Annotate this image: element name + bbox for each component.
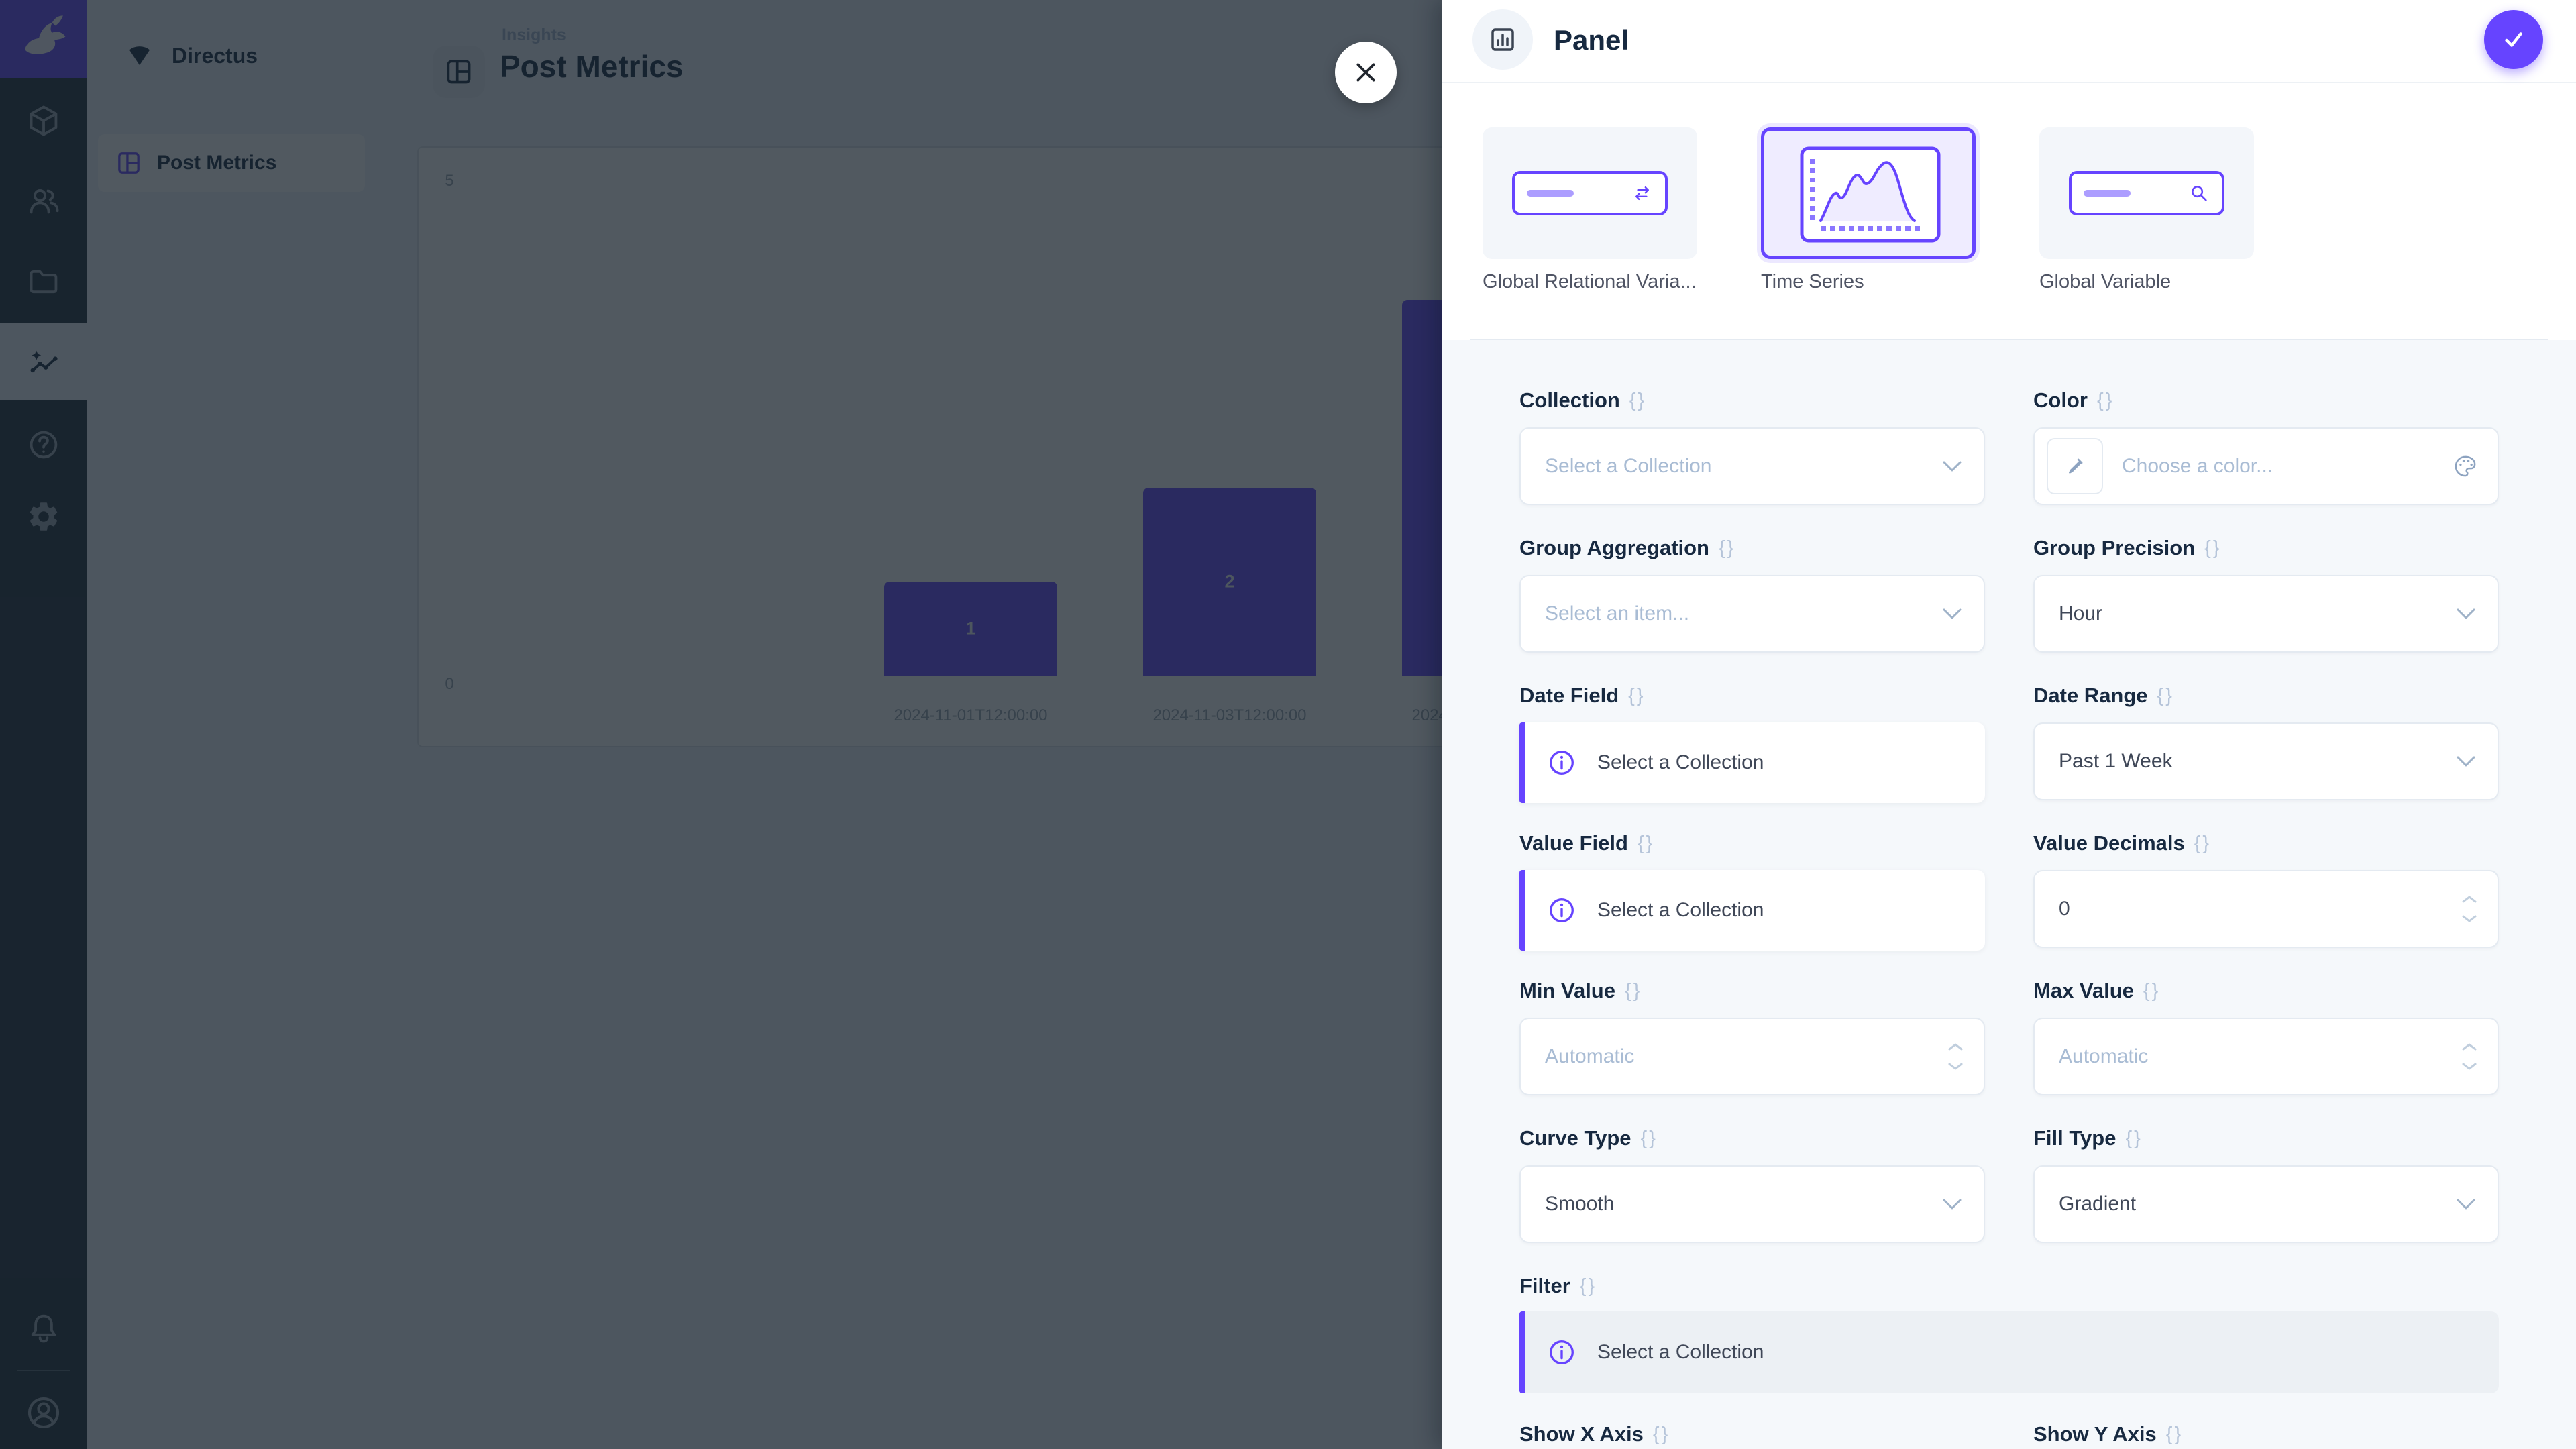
panel-type-global-relational-variable[interactable] xyxy=(1483,127,1697,259)
number-stepper[interactable] xyxy=(1947,1042,1964,1071)
raw-value-icon[interactable]: {} xyxy=(2143,979,2161,1002)
raw-value-icon[interactable]: {} xyxy=(1652,1423,1670,1445)
field-label-curve-type: Curve Type{} xyxy=(1519,1126,1658,1150)
panel-type-time-series[interactable] xyxy=(1761,127,1976,259)
close-icon xyxy=(1353,60,1379,85)
field-label-date-range: Date Range{} xyxy=(2033,684,2174,707)
info-icon xyxy=(1546,1337,1577,1368)
raw-value-icon[interactable]: {} xyxy=(1628,684,1646,706)
max-value-input[interactable]: Automatic xyxy=(2033,1018,2499,1095)
field-label-value-decimals: Value Decimals{} xyxy=(2033,831,2212,855)
drawer-header: Panel xyxy=(1442,0,2576,83)
raw-value-icon[interactable]: {} xyxy=(1629,389,1647,411)
field-label-date-field: Date Field{} xyxy=(1519,684,1646,707)
raw-value-icon[interactable]: {} xyxy=(1719,537,1736,559)
check-icon xyxy=(2498,24,2529,55)
filter-notice: Select a Collection xyxy=(1519,1311,2499,1393)
collection-select[interactable]: Select a Collection xyxy=(1519,427,1985,505)
field-label-color: Color{} xyxy=(2033,388,2114,412)
panel-type-global-variable[interactable] xyxy=(2039,127,2254,259)
panel-editor-drawer: Panel xyxy=(1442,0,2576,1449)
color-swatch-button[interactable] xyxy=(2047,438,2103,494)
field-label-show-x-axis: Show X Axis{} xyxy=(1519,1422,1670,1446)
date-range-select[interactable]: Past 1 Week xyxy=(2033,722,2499,800)
panel-type-label: Global Relational Varia... xyxy=(1483,271,1697,292)
number-stepper[interactable] xyxy=(2461,1042,2477,1071)
field-label-filter: Filter{} xyxy=(1519,1274,1597,1297)
global-variable-illustration xyxy=(2069,171,2224,215)
date-field-notice: Select a Collection xyxy=(1519,722,1985,803)
chevron-down-icon xyxy=(1942,1198,1962,1210)
raw-value-icon[interactable]: {} xyxy=(1637,832,1655,854)
raw-value-icon[interactable]: {} xyxy=(2194,832,2212,854)
info-icon xyxy=(1546,895,1577,926)
magnifier-icon xyxy=(2188,182,2210,204)
chevron-down-icon xyxy=(2456,1198,2476,1210)
field-label-group-precision: Group Precision{} xyxy=(2033,536,2222,559)
chevron-down-icon xyxy=(1942,460,1962,472)
field-label-show-y-axis: Show Y Axis{} xyxy=(2033,1422,2184,1446)
field-label-collection: Collection{} xyxy=(1519,388,1647,412)
color-input[interactable]: Choose a color... xyxy=(2033,427,2499,505)
value-decimals-input[interactable]: 0 xyxy=(2033,870,2499,948)
raw-value-icon[interactable]: {} xyxy=(2204,537,2222,559)
raw-value-icon[interactable]: {} xyxy=(2125,1127,2143,1149)
time-series-illustration xyxy=(1798,144,1943,245)
field-label-max-value: Max Value{} xyxy=(2033,979,2161,1002)
panel-type-label: Global Variable xyxy=(2039,271,2171,292)
field-label-min-value: Min Value{} xyxy=(1519,979,1642,1002)
field-label-value-field: Value Field{} xyxy=(1519,831,1655,855)
panel-type-label: Time Series xyxy=(1761,271,1864,292)
palette-icon[interactable] xyxy=(2452,453,2479,480)
drawer-divider xyxy=(1470,339,2548,340)
save-panel-button[interactable] xyxy=(2484,10,2543,69)
relational-variable-illustration xyxy=(1512,171,1668,215)
raw-value-icon[interactable]: {} xyxy=(1624,979,1642,1002)
swap-arrows-icon xyxy=(1631,182,1653,204)
drawer-title: Panel xyxy=(1554,24,1629,56)
drawer-header-chip xyxy=(1472,9,1533,70)
pill-dash xyxy=(2084,190,2131,197)
value-field-notice: Select a Collection xyxy=(1519,870,1985,951)
raw-value-icon[interactable]: {} xyxy=(2096,389,2114,411)
close-drawer-button[interactable] xyxy=(1335,42,1397,103)
field-label-fill-type: Fill Type{} xyxy=(2033,1126,2143,1150)
min-value-input[interactable]: Automatic xyxy=(1519,1018,1985,1095)
chevron-down-icon xyxy=(2456,608,2476,620)
chart-panel-icon xyxy=(1487,23,1519,56)
pill-dash xyxy=(1527,190,1574,197)
raw-value-icon[interactable]: {} xyxy=(1579,1275,1597,1297)
group-aggregation-select[interactable]: Select an item... xyxy=(1519,575,1985,653)
chevron-down-icon xyxy=(1942,608,1962,620)
raw-value-icon[interactable]: {} xyxy=(1640,1127,1658,1149)
chevron-down-icon xyxy=(2456,755,2476,767)
number-stepper[interactable] xyxy=(2461,895,2477,923)
field-label-group-aggregation: Group Aggregation{} xyxy=(1519,536,1736,559)
info-icon xyxy=(1546,747,1577,778)
eyedropper-icon xyxy=(2063,455,2086,478)
curve-type-select[interactable]: Smooth xyxy=(1519,1165,1985,1243)
group-precision-select[interactable]: Hour xyxy=(2033,575,2499,653)
fill-type-select[interactable]: Gradient xyxy=(2033,1165,2499,1243)
raw-value-icon[interactable]: {} xyxy=(2157,684,2174,706)
raw-value-icon[interactable]: {} xyxy=(2165,1423,2184,1445)
